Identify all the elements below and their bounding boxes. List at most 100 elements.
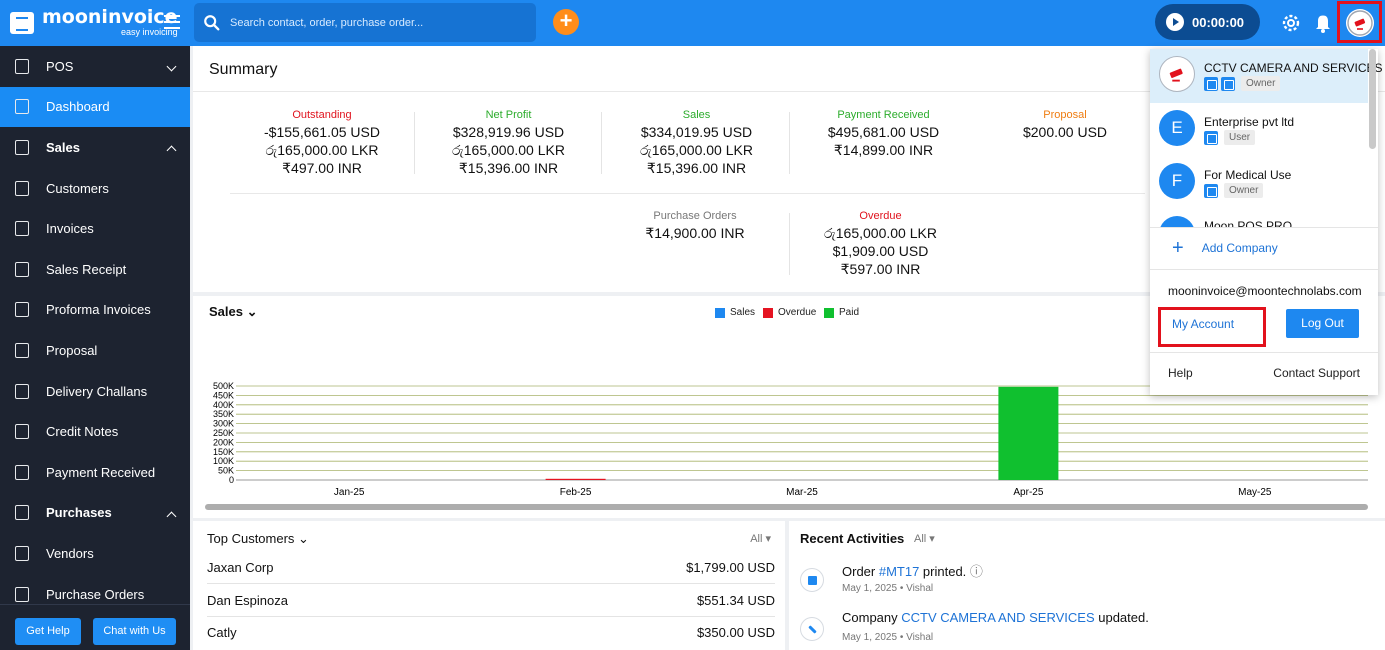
proposal-metric[interactable]: Proposal $200.00 USD bbox=[1000, 108, 1130, 141]
global-search[interactable] bbox=[194, 3, 536, 42]
sidebar-item-sales-receipt[interactable]: Sales Receipt bbox=[0, 249, 190, 290]
customers-filter-dropdown[interactable]: All ▾ bbox=[750, 533, 771, 545]
customer-row[interactable]: Catly $350.00 USD bbox=[207, 617, 775, 649]
sidebar-item-credit-notes[interactable]: Credit Notes bbox=[0, 411, 190, 452]
sidebar-item-label: Invoices bbox=[46, 221, 94, 237]
y-tick-label: 350K bbox=[213, 409, 234, 419]
net-profit-label: Net Profit bbox=[485, 109, 532, 121]
overdue-metric[interactable]: Overdue රු165,000.00 LKR $1,909.00 USD ₹… bbox=[808, 209, 953, 278]
logout-button[interactable]: Log Out bbox=[1286, 309, 1359, 338]
play-icon bbox=[1166, 13, 1184, 31]
chart-title-text: Sales bbox=[209, 304, 243, 319]
chart-horizontal-scrollbar[interactable] bbox=[205, 504, 1368, 510]
help-link[interactable]: Help bbox=[1168, 366, 1193, 380]
filter-value: All bbox=[914, 533, 927, 545]
settings-gear-icon[interactable] bbox=[1280, 12, 1302, 34]
customer-row[interactable]: Dan Espinoza $551.34 USD bbox=[207, 585, 775, 617]
delivery-icon bbox=[15, 383, 29, 399]
sidebar-item-invoices[interactable]: Invoices bbox=[0, 208, 190, 249]
company-item-medical[interactable]: F For Medical Use Owner bbox=[1150, 156, 1368, 210]
sales-inr: ₹15,396.00 INR bbox=[646, 160, 747, 176]
payment-received-usd: $495,681.00 USD bbox=[827, 124, 940, 140]
y-tick-label: 300K bbox=[213, 419, 234, 429]
legend-paid[interactable]: Paid bbox=[824, 307, 859, 318]
company-avatar: F bbox=[1159, 163, 1195, 199]
overdue-usd: $1,909.00 USD bbox=[832, 243, 929, 259]
notification-bell-icon[interactable] bbox=[1314, 13, 1332, 33]
company-link[interactable]: CCTV CAMERA AND SERVICES bbox=[901, 610, 1095, 625]
add-company-label: Add Company bbox=[1201, 241, 1278, 255]
search-input[interactable] bbox=[230, 16, 530, 29]
proposal-usd: $200.00 USD bbox=[1022, 124, 1108, 140]
print-icon bbox=[800, 568, 824, 592]
sidebar-item-purchases[interactable]: Purchases bbox=[0, 493, 190, 534]
chevron-down-icon: ⌄ bbox=[298, 531, 309, 546]
sidebar-item-label: Sales Receipt bbox=[46, 261, 127, 277]
info-icon[interactable]: ⓘ bbox=[969, 564, 983, 579]
customer-row[interactable]: Jaxan Corp $1,799.00 USD bbox=[207, 552, 775, 584]
brand-logo[interactable]: mooninvoice easy invoicing bbox=[10, 8, 178, 37]
add-company-button[interactable]: + Add Company bbox=[1172, 238, 1278, 258]
outstanding-metric[interactable]: Outstanding -$155,661.05 USD රු165,000.0… bbox=[251, 108, 393, 177]
quick-add-button[interactable]: + bbox=[553, 9, 579, 35]
sales-metric[interactable]: Sales $334,019.95 USD රු165,000.00 LKR ₹… bbox=[626, 108, 767, 177]
company-item-enterprise[interactable]: E Enterprise pvt ltd User bbox=[1150, 103, 1368, 157]
summary-divider bbox=[193, 91, 1385, 92]
activity-meta: May 1, 2025 • Vishal bbox=[842, 632, 934, 643]
net-profit-metric[interactable]: Net Profit $328,919.96 USD රු165,000.00 … bbox=[438, 108, 579, 177]
contacts-icon bbox=[15, 180, 29, 196]
chat-with-us-button[interactable]: Chat with Us bbox=[93, 618, 176, 645]
sidebar-item-delivery-challans[interactable]: Delivery Challans bbox=[0, 371, 190, 412]
payment-received-metric[interactable]: Payment Received $495,681.00 USD ₹14,899… bbox=[813, 108, 954, 159]
proforma-icon bbox=[15, 302, 29, 318]
activity-text: Company bbox=[842, 610, 902, 625]
chevron-down-icon: ⌄ bbox=[246, 304, 258, 319]
legend-overdue[interactable]: Overdue bbox=[763, 307, 816, 318]
overdue-label: Overdue bbox=[859, 210, 902, 222]
timer-value: 00:00:00 bbox=[1192, 14, 1245, 30]
pos-icon bbox=[15, 58, 29, 74]
sidebar-item-dashboard[interactable]: Dashboard bbox=[0, 86, 190, 128]
my-account-link[interactable]: My Account bbox=[1172, 317, 1235, 331]
top-customers-title-text: Top Customers bbox=[207, 531, 295, 546]
contact-support-link[interactable]: Contact Support bbox=[1273, 366, 1360, 380]
customer-name: Catly bbox=[207, 625, 237, 640]
sidebar-item-label: Customers bbox=[46, 180, 109, 196]
y-tick-label: 0 bbox=[229, 475, 234, 485]
top-customers-title[interactable]: Top Customers ⌄ bbox=[207, 531, 309, 547]
get-help-button[interactable]: Get Help bbox=[15, 618, 81, 645]
company-role: Owner bbox=[1241, 76, 1281, 91]
company-list-scrollbar[interactable] bbox=[1369, 49, 1376, 149]
sidebar-item-proforma-invoices[interactable]: Proforma Invoices bbox=[0, 290, 190, 331]
sidebar-item-customers[interactable]: Customers bbox=[0, 168, 190, 209]
company-role: User bbox=[1224, 130, 1256, 145]
company-item-cctv[interactable]: CCTV CAMERA AND SERVICES Owner bbox=[1150, 49, 1383, 103]
sidebar-item-vendors[interactable]: Vendors bbox=[0, 533, 190, 574]
activity-item[interactable]: Company CCTV CAMERA AND SERVICES updated… bbox=[800, 610, 1370, 650]
sidebar-item-proposal[interactable]: Proposal bbox=[0, 330, 190, 371]
y-tick-label: 500K bbox=[213, 381, 234, 391]
company-badge-icon bbox=[1204, 183, 1218, 198]
sales-lkr: රු165,000.00 LKR bbox=[640, 142, 753, 158]
menu-toggle-icon[interactable] bbox=[164, 15, 180, 29]
profile-menu-button[interactable] bbox=[1337, 1, 1382, 43]
purchase-orders-metric[interactable]: Purchase Orders ₹14,900.00 INR bbox=[623, 209, 767, 242]
sidebar-item-sales[interactable]: Sales bbox=[0, 127, 190, 168]
sidebar-item-payment-received[interactable]: Payment Received bbox=[0, 452, 190, 493]
company-item-moon-pos[interactable]: Moon POS PRO bbox=[1150, 209, 1368, 227]
legend-sales[interactable]: Sales bbox=[715, 307, 755, 318]
sidebar-item-purchase-orders[interactable]: Purchase Orders bbox=[0, 574, 190, 615]
dropdown-divider bbox=[1150, 269, 1378, 270]
sidebar-item-pos[interactable]: POS bbox=[0, 46, 190, 87]
dropdown-divider bbox=[1150, 227, 1378, 228]
company-role: Owner bbox=[1224, 183, 1264, 198]
activity-item[interactable]: Order #MT17 printed. ⓘ May 1, 2025 • Vis… bbox=[800, 561, 1370, 605]
sidebar-item-label: Dashboard bbox=[46, 99, 110, 115]
chart-title[interactable]: Sales ⌄ bbox=[209, 304, 258, 320]
sidebar-item-label: Purchase Orders bbox=[46, 586, 145, 602]
payment-icon bbox=[15, 464, 29, 480]
order-link[interactable]: #MT17 bbox=[878, 564, 920, 579]
sidebar: POS Dashboard Sales Customers Invoices Sales … bbox=[0, 46, 190, 650]
timer-button[interactable]: 00:00:00 bbox=[1155, 4, 1260, 40]
activities-filter-dropdown[interactable]: All ▾ bbox=[914, 533, 935, 545]
